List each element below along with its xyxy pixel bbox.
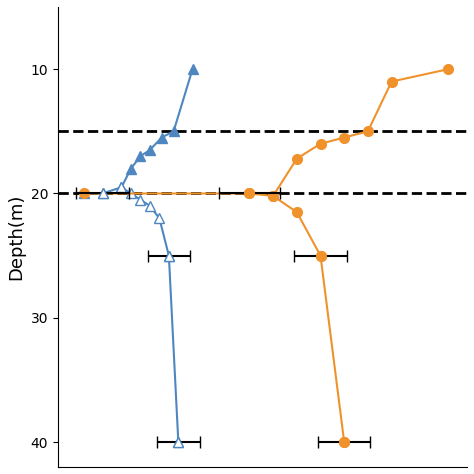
- Y-axis label: Depth(m): Depth(m): [7, 194, 25, 280]
